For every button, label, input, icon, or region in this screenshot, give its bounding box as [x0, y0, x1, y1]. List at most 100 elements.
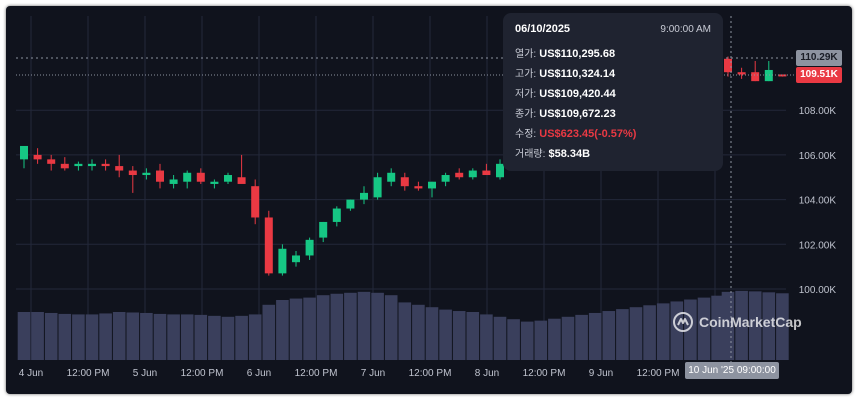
y-tick-label: 102.00K: [799, 240, 837, 251]
candle-body: [482, 170, 491, 176]
candle-body: [224, 175, 232, 182]
volume-bar: [748, 291, 762, 360]
candle-body: [128, 170, 137, 176]
candle-body: [60, 163, 69, 169]
volume-bar: [520, 321, 534, 360]
candle-body: [47, 159, 56, 164]
candle-body: [414, 186, 423, 189]
candle-body: [468, 170, 477, 178]
volume-bar: [58, 313, 72, 360]
candle-body: [332, 208, 341, 222]
volume-bar: [316, 295, 330, 360]
y-tick-label: 104.00K: [799, 196, 837, 207]
tooltip-open-row: 열가: US$110,295.68: [515, 44, 711, 64]
volume-bar: [194, 314, 208, 360]
candle-body: [251, 186, 260, 218]
candle-body: [169, 179, 178, 184]
tooltip-time: 9:00:00 AM: [660, 23, 711, 35]
volume-bar: [656, 303, 670, 360]
candle-body: [237, 177, 246, 184]
candle-body: [778, 74, 787, 77]
x-tick-label: 5 Jun: [133, 368, 157, 379]
coinmarketcap-watermark: CoinMarketCap: [672, 311, 802, 333]
volume-bar: [776, 293, 789, 360]
candle-body: [142, 172, 151, 176]
volume-bar: [99, 313, 112, 360]
tooltip-close-label: 종가:: [515, 109, 537, 120]
volume-bar: [762, 292, 776, 360]
candle-body: [373, 177, 382, 198]
candle-body: [156, 170, 164, 182]
x-tick-label: 7 Jun: [361, 368, 385, 379]
tooltip-high-row: 고가: US$110,324.14: [515, 64, 711, 84]
tooltip-high-value: US$110,324.14: [539, 68, 616, 80]
y-tick-label: 108.00K: [799, 106, 837, 117]
candle-body: [346, 199, 355, 209]
x-tick-label: 9 Jun: [589, 368, 613, 379]
volume-bar: [276, 300, 289, 360]
candle-body: [360, 192, 368, 200]
candle-body: [455, 172, 464, 178]
candle-body: [74, 163, 83, 167]
tooltip-volume-row: 거래량: $58.34B: [515, 144, 711, 164]
candle-body: [305, 239, 314, 256]
tooltip-low-row: 저가: US$109,420.44: [515, 84, 711, 104]
volume-bar: [44, 312, 58, 360]
tooltip-open-label: 열가:: [515, 49, 537, 60]
volume-bar: [412, 304, 425, 360]
volume-bar: [507, 319, 520, 360]
ohlc-tooltip: 06/10/2025 9:00:00 AM 열가: US$110,295.68 …: [503, 13, 723, 171]
tooltip-change-value: US$623.45(-0.57%): [539, 128, 637, 140]
candle-body: [496, 163, 504, 178]
volume-bar: [289, 298, 303, 360]
volume-bar: [85, 314, 99, 360]
candle-body: [183, 172, 192, 182]
tooltip-high-label: 고가:: [515, 69, 537, 80]
x-tick-label: 12:00 PM: [181, 368, 224, 379]
volume-bar: [452, 311, 466, 360]
candle-body: [319, 221, 328, 238]
coinmarketcap-logo-icon: [673, 312, 693, 332]
volume-bar: [126, 312, 140, 360]
volume-bar: [643, 305, 656, 360]
volume-bar: [140, 312, 153, 360]
y-tick-label: 100.00K: [799, 285, 837, 296]
x-tick-label: 12:00 PM: [67, 368, 110, 379]
tooltip-close-value: US$109,672.23: [539, 108, 616, 120]
volume-bar: [344, 292, 357, 360]
volume-bar: [425, 307, 439, 360]
volume-bar: [534, 320, 548, 360]
price-chart[interactable]: 100.00K 102.00K 104.00K 106.00K 108.00K 4 Jun…: [6, 6, 852, 394]
volume-bar: [208, 315, 221, 360]
volume-bar: [357, 291, 371, 360]
volume-bar: [153, 313, 167, 360]
x-tick-label: 4 Jun: [19, 368, 43, 379]
volume-bar: [303, 297, 316, 360]
candle-body: [278, 248, 287, 274]
candle-body: [751, 72, 760, 82]
candle-body: [292, 255, 300, 263]
volume-bar: [221, 316, 235, 360]
x-tick-label: 12:00 PM: [523, 368, 566, 379]
volume-bar: [575, 314, 588, 360]
candle-body: [210, 181, 219, 184]
tooltip-change-row: 수정: US$623.45(-0.57%): [515, 124, 711, 144]
volume-bar: [384, 295, 398, 360]
watermark-text: CoinMarketCap: [699, 314, 802, 330]
candle-body: [88, 163, 96, 167]
volume-bar: [697, 297, 711, 360]
volume-bar: [72, 314, 85, 360]
volume-bar: [112, 312, 126, 360]
volume-bar: [588, 312, 602, 360]
x-tick-label: 8 Jun: [475, 368, 499, 379]
candle-body: [20, 145, 28, 160]
tooltip-open-value: US$110,295.68: [539, 48, 616, 60]
volume-bar: [398, 302, 412, 360]
volume-bar: [248, 314, 262, 360]
hover-time-badge: 10 Jun '25 09:00:00: [685, 362, 779, 379]
volume-bar: [439, 309, 452, 360]
volume-bar: [235, 315, 248, 360]
volume-bar: [493, 316, 507, 360]
volume-bar: [167, 314, 180, 360]
volume-bar: [371, 292, 384, 360]
